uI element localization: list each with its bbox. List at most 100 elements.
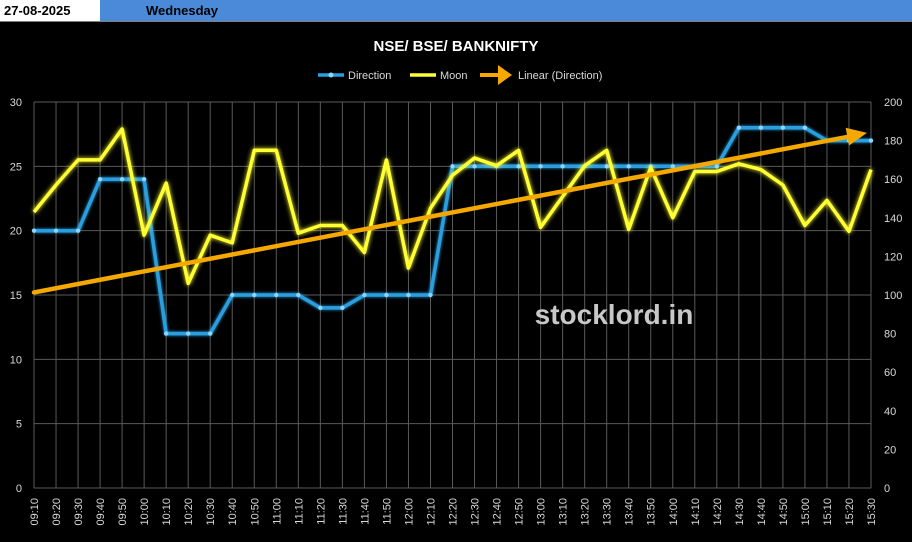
x-tick-label: 13:00 <box>536 498 548 526</box>
direction-point <box>384 292 389 298</box>
x-tick-label: 11:40 <box>359 498 371 525</box>
y-right-tick-label: 180 <box>884 136 902 148</box>
y-right-tick-label: 140 <box>884 213 902 225</box>
y-right-tick-label: 60 <box>884 367 896 379</box>
x-tick-label: 11:50 <box>381 498 393 525</box>
x-tick-label: 10:50 <box>249 498 261 526</box>
direction-point <box>75 228 81 233</box>
x-tick-label: 15:30 <box>866 498 878 526</box>
series-line-moon <box>32 127 873 286</box>
direction-point <box>560 164 565 169</box>
x-tick-label: 10:20 <box>183 498 195 526</box>
direction-point <box>428 292 433 298</box>
x-tick-label: 09:40 <box>95 498 107 526</box>
x-tick-label: 14:30 <box>734 498 746 526</box>
x-tick-label: 09:30 <box>73 498 85 526</box>
x-tick-label: 11:30 <box>337 498 349 525</box>
chart-title: NSE/ BSE/ BANKNIFTY <box>373 38 538 55</box>
x-tick-label: 13:10 <box>558 498 570 526</box>
x-tick-label: 09:20 <box>51 498 63 526</box>
direction-point <box>296 292 301 298</box>
x-tick-label: 12:10 <box>425 498 437 526</box>
line-chart: NSE/ BSE/ BANKNIFTY Direction Moon Linear … <box>10 38 903 526</box>
x-tick-label: 14:20 <box>712 498 724 526</box>
direction-point <box>780 125 786 130</box>
y-right-tick-label: 40 <box>884 406 896 418</box>
x-tick-label: 12:00 <box>403 498 415 526</box>
direction-point <box>714 164 720 169</box>
legend-arrow <box>498 65 512 85</box>
watermark: stocklord.in <box>535 299 694 330</box>
y-left-tick-label: 0 <box>16 483 22 495</box>
direction-point <box>406 292 411 298</box>
trendline-arrowhead <box>845 127 867 146</box>
x-tick-label: 10:10 <box>161 498 173 526</box>
series-layer <box>31 125 874 336</box>
y-right-tick-label: 100 <box>884 290 902 302</box>
trendline <box>31 132 860 295</box>
legend: Direction Moon Linear (Direction) <box>318 65 602 85</box>
grid <box>33 101 872 489</box>
direction-point <box>119 177 125 182</box>
x-tick-label: 13:30 <box>602 498 614 526</box>
x-tick-label: 10:00 <box>139 498 151 526</box>
x-tick-label: 14:50 <box>778 498 790 526</box>
direction-point <box>868 138 874 143</box>
x-tick-label: 13:50 <box>646 498 658 526</box>
chart-area: NSE/ BSE/ BANKNIFTY Direction Moon Linear … <box>0 22 912 537</box>
direction-point <box>274 292 279 298</box>
direction-point <box>97 177 103 182</box>
x-tick-label: 15:20 <box>844 498 856 526</box>
y-right-tick-label: 20 <box>884 444 896 456</box>
legend-label: Linear (Direction) <box>518 70 602 82</box>
x-tick-label: 13:40 <box>624 498 636 526</box>
y-left-tick-label: 15 <box>10 290 22 302</box>
direction-point <box>758 125 764 130</box>
header-bar: 27-08-2025 Wednesday <box>0 0 912 22</box>
x-tick-label: 12:20 <box>448 498 460 526</box>
y-right-tick-label: 80 <box>884 329 896 341</box>
direction-point <box>538 164 543 169</box>
x-tick-label: 14:00 <box>668 498 680 526</box>
y-left-tick-label: 25 <box>10 161 22 173</box>
direction-point <box>626 164 631 169</box>
direction-point <box>230 292 235 298</box>
direction-point <box>472 164 477 169</box>
x-tick-label: 09:50 <box>117 498 129 526</box>
direction-point <box>516 164 521 169</box>
direction-point <box>163 331 169 336</box>
x-tick-label: 09:10 <box>29 498 41 526</box>
direction-point <box>208 331 213 336</box>
direction-point <box>802 125 808 130</box>
x-tick-label: 12:30 <box>470 498 482 526</box>
direction-point <box>141 177 147 182</box>
x-tick-label: 11:20 <box>315 498 327 525</box>
direction-point <box>450 164 455 169</box>
y-left-tick-label: 5 <box>16 419 22 431</box>
y-right-tick-label: 200 <box>884 97 902 109</box>
day-cell: Wednesday <box>100 0 912 21</box>
legend-marker <box>328 72 334 78</box>
direction-point <box>252 292 257 298</box>
x-tick-label: 12:40 <box>492 498 504 526</box>
y-right-tick-label: 120 <box>884 251 902 263</box>
legend-label: Moon <box>440 70 468 82</box>
axes: 0 5 10 15 20 25 30 0 20 40 60 80 100 120 140 160 180 200 0… <box>10 97 903 526</box>
direction-point <box>670 164 675 169</box>
y-right-tick-label: 0 <box>884 483 890 495</box>
x-tick-label: 13:20 <box>580 498 592 526</box>
x-tick-label: 12:50 <box>514 498 526 526</box>
y-left-tick-label: 10 <box>10 354 22 366</box>
x-tick-label: 10:30 <box>205 498 217 526</box>
x-tick-label: 10:40 <box>227 498 239 526</box>
direction-point <box>53 228 59 233</box>
direction-point <box>604 164 609 169</box>
direction-point <box>31 228 37 233</box>
x-tick-label: 11:00 <box>271 498 283 525</box>
y-right-tick-label: 160 <box>884 174 902 186</box>
direction-point <box>185 331 191 336</box>
x-tick-label: 15:10 <box>822 498 834 526</box>
x-tick-label: 14:40 <box>756 498 768 526</box>
direction-point <box>736 125 742 130</box>
x-tick-label: 14:10 <box>690 498 702 526</box>
